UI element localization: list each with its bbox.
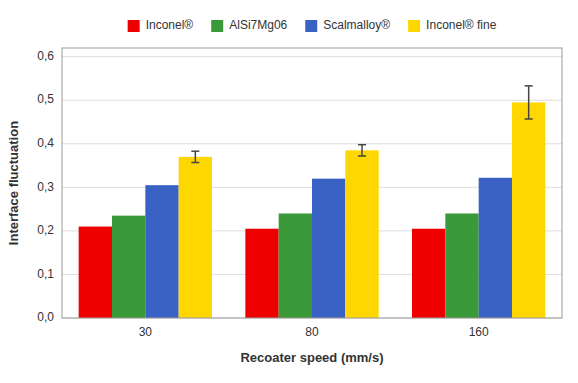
grid-line [62,56,562,57]
error-bars [191,86,532,163]
y-tick-label: 0,0 [37,310,54,324]
error-cap [358,144,366,146]
error-stem [361,145,363,156]
plot-frame [62,48,562,318]
y-tick-label: 0,6 [37,49,54,63]
error-cap [358,155,366,157]
error-cap [525,118,533,120]
bar [79,227,112,318]
x-tick-label: 30 [139,325,153,339]
error-cap [191,150,199,152]
legend-swatch [128,20,140,32]
legend-label: Inconel® fine [426,18,497,32]
bar [479,178,512,318]
y-tick-label: 0,1 [37,267,54,281]
y-tick-label: 0,2 [37,223,54,237]
legend-label: Scalmalloy® [323,18,390,32]
y-axis-label: Interface fluctuation [6,121,21,245]
error-cap [191,162,199,164]
legend: Inconel® AlSi7Mg06 Scalmalloy® Inconel® fin… [128,18,497,32]
x-tick-label: 160 [469,325,489,339]
bar [179,157,212,318]
x-axis-label: Recoater speed (mm/s) [240,350,383,365]
bar [512,102,545,318]
chart-container: 0,0 0,1 0,2 0,3 0,4 0,5 0,6 30 80 160 Recoater spe… [0,0,578,383]
y-tick-label: 0,5 [37,92,54,106]
grid-line [62,143,562,144]
chart-svg: 0,0 0,1 0,2 0,3 0,4 0,5 0,6 30 80 160 Recoater spe… [0,0,578,383]
bar [312,179,345,318]
bar [112,216,145,318]
legend-item: Inconel® fine [408,18,497,32]
bar [279,213,312,318]
bar [245,229,278,318]
error-cap [525,85,533,87]
legend-swatch [211,20,223,32]
legend-item: AlSi7Mg06 [211,18,287,32]
x-tick-labels: 30 80 160 [139,325,489,339]
bar [345,150,378,318]
legend-item: Inconel® [128,18,194,32]
error-bar [358,145,366,156]
y-tick-label: 0,4 [37,136,54,150]
error-bar [525,86,533,119]
bar [445,213,478,318]
legend-swatch [408,20,420,32]
y-tick-labels: 0,0 0,1 0,2 0,3 0,4 0,5 0,6 [37,49,54,324]
error-stem [528,86,530,119]
bar [145,185,178,318]
bar [412,229,445,318]
x-tick-label: 80 [305,325,319,339]
y-tick-label: 0,3 [37,180,54,194]
legend-swatch [305,20,317,32]
legend-item: Scalmalloy® [305,18,390,32]
y-grid [62,57,562,318]
error-stem [195,151,197,162]
grid-line [62,100,562,101]
bars [79,102,546,318]
error-bar [191,151,199,162]
legend-label: Inconel® [146,18,194,32]
legend-label: AlSi7Mg06 [229,18,287,32]
